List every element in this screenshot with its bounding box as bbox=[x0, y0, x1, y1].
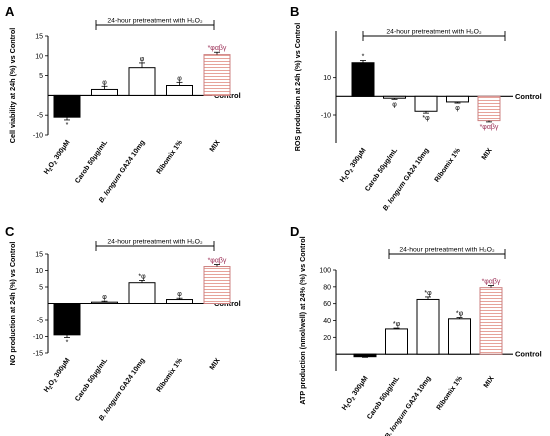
category-label: Ribomix 1% bbox=[434, 147, 463, 184]
bar bbox=[446, 95, 469, 103]
category-label: Ribomix 1% bbox=[156, 357, 185, 394]
category-label: MIX bbox=[209, 139, 222, 153]
significance-mark: φ bbox=[177, 75, 182, 82]
panel-letter: C bbox=[5, 224, 15, 239]
y-tick-label: 15 bbox=[35, 252, 43, 259]
panel-b: B ROS production at 24h (%) vs Control -10… bbox=[290, 4, 542, 212]
bar bbox=[91, 301, 118, 304]
y-axis-label: ROS production at 24h (%) vs Control bbox=[293, 23, 302, 152]
significance-mark: φ bbox=[455, 105, 460, 112]
significance-mark: *φαβγ bbox=[208, 45, 227, 52]
bar bbox=[91, 88, 118, 96]
bar bbox=[203, 266, 231, 305]
y-axis-label: ATP production (nmol/well) at 24% (%) vs… bbox=[298, 236, 307, 404]
category-label: Ribomix 1% bbox=[436, 375, 465, 412]
y-tick-label: -10 bbox=[33, 133, 43, 140]
control-label: Control bbox=[515, 350, 542, 359]
pretreatment-label: 24-hour pretreatment with H₂O₂ bbox=[107, 18, 203, 25]
bar bbox=[353, 353, 377, 358]
category-label: B. longum GA24 10mg bbox=[98, 357, 147, 422]
panel-letter: B bbox=[290, 4, 299, 19]
bar bbox=[477, 95, 501, 122]
y-tick-label: -10 bbox=[33, 334, 43, 341]
category-label: Carob 50μg/mL bbox=[366, 375, 401, 421]
category-label: H2O2 300μM bbox=[339, 147, 369, 185]
y-tick-label: 20 bbox=[323, 335, 331, 342]
bar bbox=[385, 328, 408, 355]
y-tick-label: 5 bbox=[39, 73, 43, 80]
panel-letter: D bbox=[290, 224, 299, 239]
y-tick-label: 80 bbox=[323, 284, 331, 291]
bar bbox=[53, 303, 81, 336]
significance-mark: φ bbox=[177, 291, 182, 298]
category-label: Carob 50μg/mL bbox=[74, 139, 109, 185]
panel-c: C NO production at 24h (%) vs Control -15 -… bbox=[5, 224, 241, 422]
category-label: Ribomix 1% bbox=[156, 139, 185, 176]
significance-mark: *φ bbox=[422, 115, 430, 122]
y-tick-label: 40 bbox=[323, 318, 331, 325]
bar bbox=[351, 62, 375, 97]
y-tick-label: 15 bbox=[35, 34, 43, 41]
bar bbox=[479, 287, 503, 355]
significance-mark: φ bbox=[140, 56, 145, 63]
significance-mark: *φ bbox=[424, 290, 432, 297]
y-tick-label: 60 bbox=[323, 301, 331, 308]
pretreatment-label: 24-hour pretreatment with H₂O₂ bbox=[107, 239, 203, 246]
control-label: Control bbox=[515, 92, 542, 101]
y-tick-label: -15 bbox=[33, 351, 43, 358]
pretreatment-label: 24-hour pretreatment with H₂O₂ bbox=[386, 29, 482, 36]
significance-mark: *φ bbox=[456, 311, 464, 318]
category-label: MIX bbox=[483, 375, 496, 389]
significance-mark: *φαβγ bbox=[480, 124, 499, 131]
significance-mark: φ bbox=[392, 101, 397, 108]
significance-mark: *φαβγ bbox=[482, 279, 501, 286]
category-label: MIX bbox=[209, 357, 222, 371]
significance-mark: φ bbox=[102, 79, 107, 86]
y-tick-label: 10 bbox=[35, 53, 43, 60]
bar bbox=[203, 54, 231, 96]
y-axis-label: NO production at 24h (%) vs Control bbox=[8, 242, 17, 366]
significance-mark: φ bbox=[102, 294, 107, 301]
bar bbox=[53, 94, 81, 118]
category-label: MIX bbox=[481, 147, 494, 161]
y-tick-label: 5 bbox=[39, 285, 43, 292]
bar bbox=[128, 67, 156, 96]
y-axis-label: Cell viability at 24h (%) vs Control bbox=[8, 28, 17, 143]
significance-mark: *φαβγ bbox=[208, 258, 227, 265]
pretreatment-label: 24-hour pretreatment with H₂O₂ bbox=[399, 247, 495, 254]
y-tick-label: -5 bbox=[37, 113, 43, 120]
significance-mark: *φ bbox=[393, 321, 401, 328]
category-label: Carob 50μg/mL bbox=[74, 357, 109, 403]
significance-mark: *φ bbox=[138, 273, 146, 280]
category-label: H2O2 300μM bbox=[43, 357, 73, 395]
significance-mark: * bbox=[66, 122, 69, 129]
category-label: Carob 50μg/mL bbox=[364, 147, 399, 193]
y-tick-label: -10 bbox=[321, 113, 331, 120]
significance-mark: * bbox=[362, 53, 365, 60]
bar bbox=[166, 85, 193, 96]
bar bbox=[448, 318, 471, 355]
bar bbox=[166, 299, 193, 305]
category-label: B. longum GA24 10mg bbox=[98, 139, 147, 204]
panel-letter: A bbox=[5, 4, 15, 19]
bar bbox=[414, 95, 438, 112]
y-tick-label: 10 bbox=[35, 268, 43, 275]
bar bbox=[383, 95, 406, 99]
y-tick-label: 10 bbox=[323, 75, 331, 82]
bar bbox=[416, 298, 440, 355]
bar bbox=[128, 282, 156, 304]
panel-a: A Cell viability at 24h (%) vs Control -10… bbox=[5, 4, 241, 204]
y-tick-label: 100 bbox=[319, 268, 331, 275]
category-label: H2O2 300μM bbox=[341, 375, 371, 413]
y-tick-label: -5 bbox=[37, 318, 43, 325]
significance-mark: * bbox=[66, 339, 69, 346]
category-label: H2O2 300μM bbox=[43, 139, 73, 177]
